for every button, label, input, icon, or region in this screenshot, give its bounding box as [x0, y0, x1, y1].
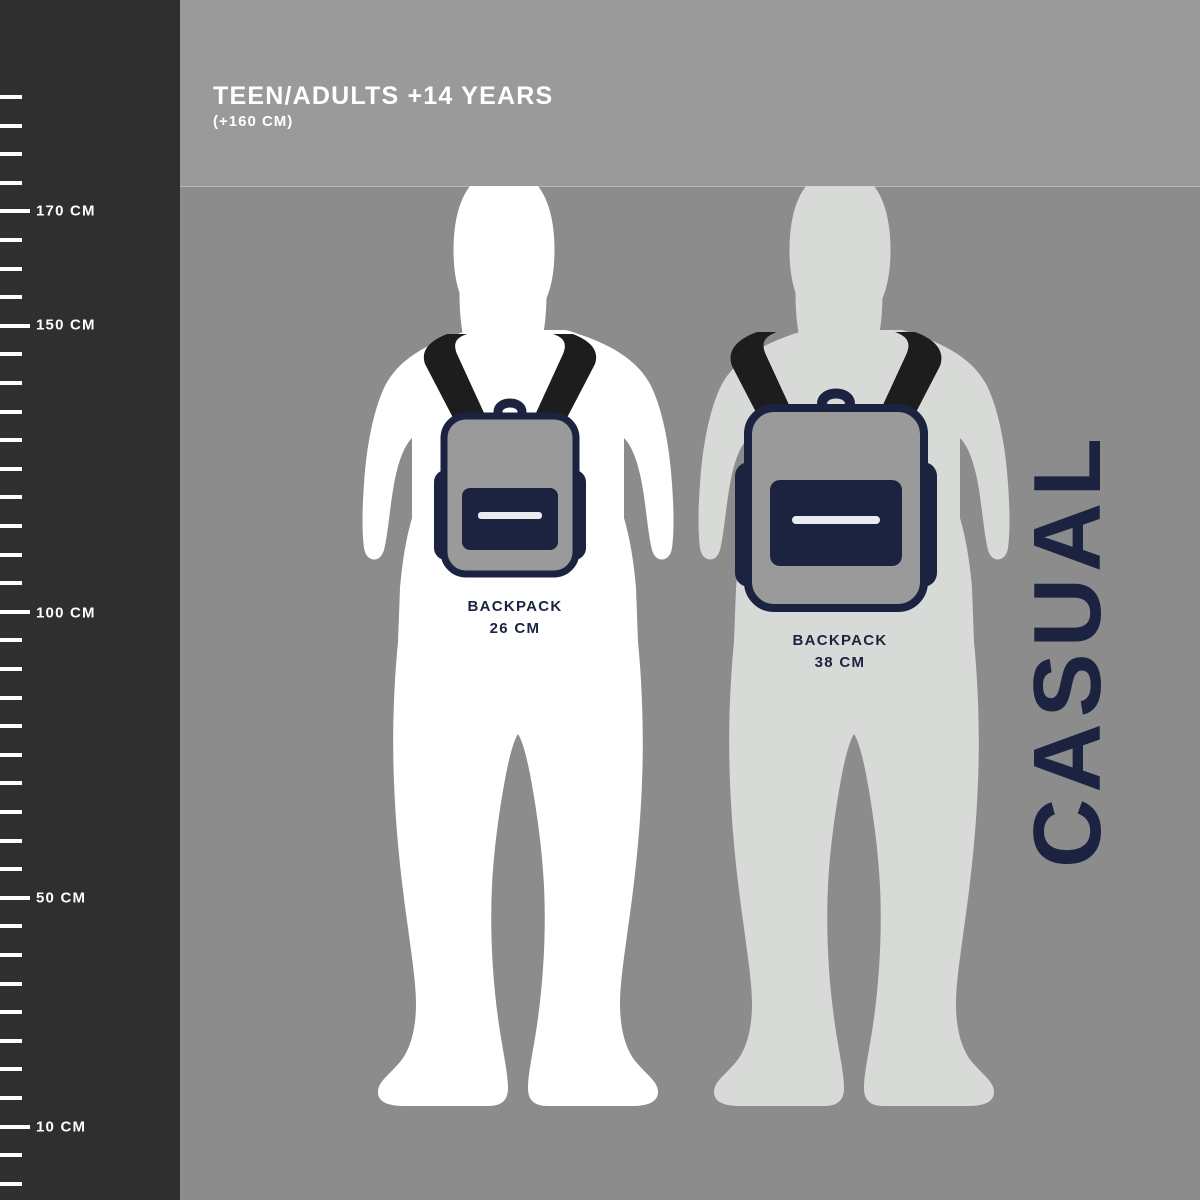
ruler-tick-minor: [0, 752, 22, 757]
ruler-tick-minor: [0, 1038, 22, 1043]
ruler-tick-minor: [0, 667, 22, 671]
ruler-tick-minor: [0, 781, 22, 786]
ruler-tick-major: [0, 209, 30, 214]
ruler-tick-major: [0, 895, 30, 900]
ruler-label: 170 CM: [36, 202, 96, 220]
ruler-tick-minor: [0, 466, 22, 471]
ruler-tick-minor: [0, 981, 22, 986]
ruler-tick-minor: [0, 838, 22, 843]
ruler-tick-minor: [0, 123, 22, 128]
ruler-tick-minor: [0, 695, 22, 700]
ruler-tick-minor: [0, 953, 22, 957]
backpack-left-label-line2: 26 CM: [489, 620, 541, 637]
ruler-tick-minor: [0, 924, 22, 929]
ruler-tick-minor: [0, 1010, 22, 1015]
ruler-tick-minor: [0, 438, 22, 443]
ruler-tick-minor: [0, 524, 22, 528]
casual-wordmark: CASUAL: [1014, 432, 1122, 868]
ruler-label: 50 CM: [36, 889, 87, 907]
ruler-tick-minor: [0, 724, 22, 729]
page-title: TEEN/ADULTS +14 YEARS: [213, 82, 554, 110]
ruler-tick-minor: [0, 1067, 22, 1072]
ruler-tick-minor: [0, 352, 22, 357]
backpack-right-label-line1: BACKPACK: [792, 632, 888, 649]
backpack-left: [423, 334, 597, 578]
ruler-tick-minor: [0, 180, 22, 185]
ruler-tick-minor: [0, 409, 22, 414]
ruler-tick-major: [0, 1124, 30, 1129]
ruler-tick-minor: [0, 238, 22, 242]
ruler-tick-minor: [0, 581, 22, 586]
backpack-right-label: BACKPACK 38 CM: [725, 630, 955, 674]
figure-left-silhouette: [362, 186, 674, 1106]
ruler-label: 100 CM: [36, 604, 96, 622]
height-guide-line: [180, 186, 1200, 187]
ruler-label: 150 CM: [36, 316, 96, 334]
backpack-right: [730, 332, 942, 612]
page-subtitle: (+160 CM): [213, 113, 294, 130]
ruler-tick-minor: [0, 1096, 22, 1100]
ruler-tick-minor: [0, 266, 22, 271]
backpack-left-label: BACKPACK 26 CM: [400, 596, 630, 640]
ruler-tick-minor: [0, 495, 22, 500]
backpack-left-label-line1: BACKPACK: [467, 598, 563, 615]
top-band: [180, 0, 1200, 186]
backpack-right-label-line2: 38 CM: [814, 654, 866, 671]
ruler-tick-minor: [0, 1153, 22, 1158]
ruler-tick-minor: [0, 638, 22, 643]
ruler-tick-minor: [0, 1181, 22, 1186]
ruler-tick-minor: [0, 381, 22, 385]
ruler-tick-major: [0, 609, 30, 614]
ruler-tick-minor: [0, 552, 22, 557]
ruler-tick-minor: [0, 95, 22, 99]
ruler-tick-minor: [0, 810, 22, 814]
ruler-tick-minor: [0, 152, 22, 157]
ruler-tick-minor: [0, 295, 22, 300]
ruler-tick-minor: [0, 867, 22, 872]
ruler-tick-major: [0, 323, 30, 328]
ruler-label: 10 CM: [36, 1118, 87, 1136]
ruler-panel: 170 CM 150 CM 100 CM 50 CM 10 CM: [0, 0, 180, 1200]
